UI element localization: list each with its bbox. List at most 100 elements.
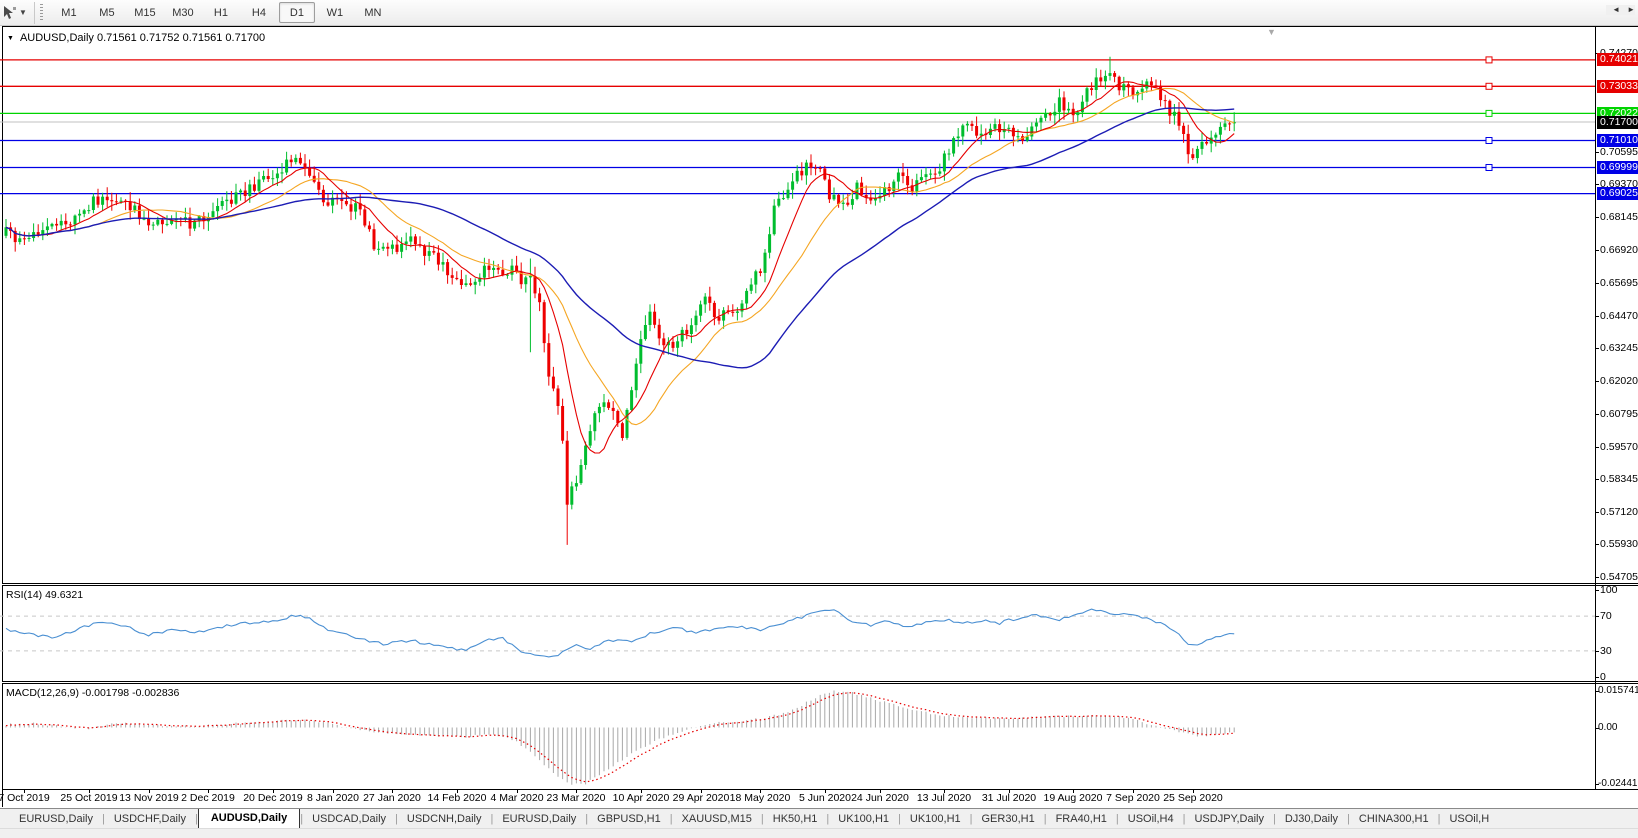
bottom-tab-xauusd-m15[interactable]: XAUUSD,M15 — [681, 813, 752, 825]
bottom-tab-eurusd-daily[interactable]: EURUSD,Daily — [502, 813, 577, 825]
collapse-arrow-icon[interactable]: ▼ — [7, 34, 14, 42]
panel-separator-rsi[interactable] — [2, 583, 1638, 586]
date-label: 25 Oct 2019 — [60, 792, 118, 804]
status-bar — [0, 828, 1638, 838]
timeframe-button-d1[interactable]: D1 — [278, 2, 315, 23]
price-tick-0.60795: 0.60795 — [1600, 407, 1638, 420]
bottom-tab-fra40-h1[interactable]: FRA40,H1 — [1055, 813, 1107, 825]
tab-separator: | — [194, 813, 198, 825]
date-label: 20 Dec 2019 — [243, 792, 303, 804]
date-axis-border — [2, 789, 1638, 790]
chart-shift-marker-icon[interactable]: ▼ — [1267, 27, 1276, 37]
axis-tick-mark — [1595, 446, 1599, 448]
toolbar-separator — [33, 1, 35, 24]
date-tick-mark — [1193, 790, 1194, 793]
axis-tick-mark — [1595, 590, 1599, 591]
axis-tick-mark — [1595, 650, 1599, 652]
date-label: 18 May 2020 — [729, 792, 791, 804]
chart-border-left — [2, 26, 3, 807]
bottom-tab-usoil-h4[interactable]: USOil,H4 — [1127, 813, 1174, 825]
date-tick-mark — [208, 790, 209, 793]
timeframe-button-m30[interactable]: M30 — [172, 6, 194, 19]
macd-panel-canvas[interactable] — [0, 684, 1595, 794]
rsi-level-70: 70 — [1600, 610, 1612, 623]
pointer-tool-dropdown-caret-icon[interactable]: ▼ — [19, 8, 27, 17]
price-tick-0.59570: 0.59570 — [1600, 440, 1638, 453]
bottom-tab-usdcnh-daily[interactable]: USDCNH,Daily — [406, 813, 482, 825]
bottom-tab-uk100-h1[interactable]: UK100,H1 — [909, 813, 961, 825]
tab-separator: | — [490, 813, 494, 825]
tab-separator: | — [1115, 813, 1119, 825]
tab-separator: | — [1182, 813, 1186, 825]
timeframe-button-mn[interactable]: MN — [364, 6, 382, 19]
rsi-level-30: 30 — [1600, 644, 1612, 657]
date-tick-mark — [825, 790, 826, 793]
axis-tick-mark — [1595, 184, 1599, 186]
bottom-tab-eurusd-daily[interactable]: EURUSD,Daily — [19, 813, 93, 825]
bottom-tab-usoil-h[interactable]: USOil,H — [1449, 813, 1490, 825]
date-tick-mark — [89, 790, 90, 793]
bottom-tab-usdcad-daily[interactable]: USDCAD,Daily — [312, 813, 387, 825]
timeframe-button-w1[interactable]: W1 — [326, 6, 344, 19]
axis-tick-mark — [1595, 315, 1599, 317]
timeframe-button-m1[interactable]: M1 — [61, 6, 77, 19]
date-tick-mark — [944, 790, 945, 793]
toolbar-drag-grip[interactable] — [39, 3, 44, 22]
date-tick-mark — [333, 790, 334, 793]
date-label: 19 Aug 2020 — [1043, 792, 1103, 804]
date-tick-mark — [760, 790, 761, 793]
date-tick-mark — [457, 790, 458, 793]
price-axis-line — [1595, 27, 1596, 789]
tab-separator: | — [669, 813, 673, 825]
date-label: 4 Mar 2020 — [490, 792, 544, 804]
axis-tick-mark — [1595, 381, 1599, 383]
bottom-tab-ger30-h1[interactable]: GER30,H1 — [981, 813, 1035, 825]
macd-axis-0.00: 0.00 — [1598, 721, 1618, 733]
tabs-scroll-right-icon[interactable]: ► — [1627, 5, 1635, 14]
price-chart-canvas[interactable] — [0, 27, 1595, 588]
axis-tick-mark — [1595, 512, 1599, 514]
date-label: 7 Sep 2020 — [1106, 792, 1160, 804]
hline-price-label-0.69025: 0.69025 — [1597, 187, 1638, 201]
date-tick-mark — [1073, 790, 1074, 793]
bottom-tab-gbpusd-h1[interactable]: GBPUSD,H1 — [597, 813, 661, 825]
bottom-tab-audusd-daily[interactable]: AUDUSD,Daily — [197, 809, 301, 828]
hline-price-label-0.69999: 0.69999 — [1597, 161, 1638, 175]
bottom-tab-china300-h1[interactable]: CHINA300,H1 — [1358, 813, 1429, 825]
pointer-tool-icon[interactable] — [1, 5, 19, 21]
tab-separator: | — [1043, 813, 1047, 825]
bottom-tab-dj30-daily[interactable]: DJ30,Daily — [1284, 813, 1339, 825]
bottom-tab-hk50-h1[interactable]: HK50,H1 — [772, 813, 818, 825]
date-tick-mark — [24, 790, 25, 793]
bottom-tab-usdjpy-daily[interactable]: USDJPY,Daily — [1194, 813, 1264, 825]
timeframe-button-m15[interactable]: M15 — [134, 6, 156, 19]
bottom-tab-uk100-h1[interactable]: UK100,H1 — [838, 813, 890, 825]
timeframe-button-h4[interactable]: H4 — [251, 6, 266, 19]
rsi-panel-canvas[interactable] — [0, 586, 1595, 686]
date-label: 10 Apr 2020 — [612, 792, 670, 804]
date-tick-mark — [392, 790, 393, 793]
bottom-tab-usdchf-daily[interactable]: USDCHF,Daily — [113, 813, 186, 825]
timeframe-button-group: M1 M5 M15 M30 H1 H4 D1 W1 MN — [50, 0, 392, 26]
date-label: 13 Jul 2020 — [916, 792, 972, 804]
panel-separator-macd[interactable] — [2, 681, 1638, 684]
timeframe-button-m5[interactable]: M5 — [99, 6, 115, 19]
chart-border-top — [2, 26, 1638, 27]
current-price-label: 0.71700 — [1597, 115, 1638, 129]
date-tick-mark — [1133, 790, 1134, 793]
tab-separator: | — [1437, 813, 1441, 825]
date-label: 23 Mar 2020 — [546, 792, 606, 804]
date-label: 27 Jan 2020 — [363, 792, 421, 804]
chart-tab-bar: EURUSD,Daily | USDCHF,Daily | AUDUSD,Daily | U… — [0, 808, 1638, 828]
tab-separator: | — [101, 813, 105, 825]
rsi-indicator-label: RSI(14) 49.6321 — [6, 589, 84, 601]
timeframe-button-h1[interactable]: H1 — [213, 6, 228, 19]
date-tick-mark — [701, 790, 702, 793]
chart-window[interactable]: ▼ AUDUSD,Daily 0.71561 0.71752 0.71561 0… — [0, 26, 1638, 808]
price-tick-0.57120: 0.57120 — [1600, 506, 1638, 519]
macd-axis--0.024412: -0.024412 — [1598, 778, 1638, 790]
price-tick-0.62020: 0.62020 — [1600, 375, 1638, 388]
top-toolbar: ▼ M1 M5 M15 M30 H1 H4 D1 W1 MN — [0, 0, 1638, 26]
tabs-scroll-left-icon[interactable]: ◄ — [1612, 5, 1621, 14]
axis-tick-mark — [1595, 727, 1599, 729]
